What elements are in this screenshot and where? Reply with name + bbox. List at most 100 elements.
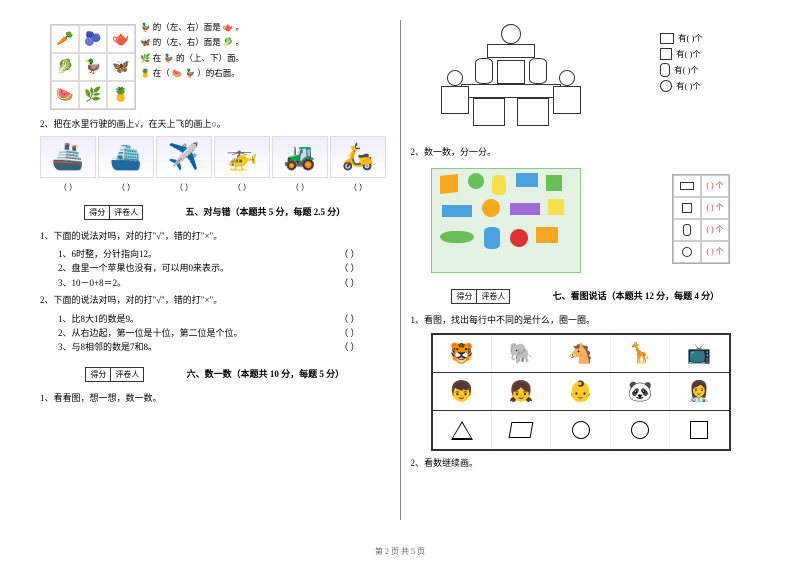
panda-icon: 🐼	[611, 373, 670, 410]
grid-cell: 🍍	[107, 81, 135, 109]
cube	[441, 86, 469, 114]
shape-row: 有( )个	[660, 78, 760, 94]
count-label: 有( )个	[676, 46, 701, 62]
grid-cell: 🍉	[51, 81, 79, 109]
cylinder-icon	[660, 63, 670, 77]
paren: （ ）	[339, 340, 359, 354]
s5-q2-item: 3、与8相邻的数是7和8。 （ ）	[58, 340, 390, 354]
shape-cuboid	[536, 227, 558, 243]
paren: （ ）	[339, 326, 359, 340]
animal-icon: 🐘	[492, 335, 551, 372]
sphere-icon	[673, 241, 701, 263]
item-text: 3、与8相邻的数是7和8。	[58, 342, 157, 352]
count-cell: ( ) 个	[701, 175, 729, 197]
vehicle-truck: 🚜	[272, 136, 328, 178]
sphere	[501, 24, 521, 44]
circle-shape	[611, 411, 670, 449]
person-icon: 👩‍⚕️	[670, 373, 728, 410]
shape-row: 有( )个	[660, 46, 760, 62]
section7-title: 七、看图说话（本题共 12 分，每题 4 分）	[553, 291, 720, 301]
page-container: 🥕 🫐 🫖 🥬 🦆 🦋 🍉 🌿 🍍 🦆 的（左、右）面是 🫖 。 🦋 的（左、右…	[0, 0, 800, 520]
section5-header: 得分 评卷人 五、对与错（本题共 5 分，每题 2.5 分）	[40, 205, 390, 224]
block-castle	[431, 24, 591, 134]
grid-line: 🍍 在（ 🍉 🦆 ）的右面。	[140, 66, 390, 81]
score-box: 得分 评卷人	[85, 367, 144, 382]
item-text: 1、比8大1的数是9。	[58, 314, 139, 324]
cube	[497, 60, 525, 84]
grid-cell: 🦆	[79, 53, 107, 81]
grid-cell: 🥬	[51, 53, 79, 81]
grid-cell: 🫐	[79, 25, 107, 53]
square-shape	[670, 411, 728, 449]
grid-text: 🦆 的（左、右）面是 🫖 。 🦋 的（左、右）面是 🥬 。 🌿 在 🦆 的（上、…	[140, 20, 390, 81]
cuboid	[461, 84, 561, 98]
s5-q1-item: 3、10－0+8＝2。（ ）	[58, 276, 390, 290]
paren: （ ）	[339, 312, 359, 326]
grid-cell: 🫖	[107, 25, 135, 53]
grid-line: 🌿 在 🦆 的（上、下）面。	[140, 51, 390, 66]
count-table: ( ) 个 ( ) 个 ( ) 个 ( ) 个	[672, 174, 730, 264]
s5-q1: 1、下面的说法对吗，对的打"√"，错的打"×"。	[40, 230, 390, 244]
animal-icon: 🐯	[433, 335, 492, 372]
grid-cell: 🥕	[51, 25, 79, 53]
sphere	[559, 70, 575, 86]
vehicle-label: （ ）	[214, 182, 270, 193]
triangle-shape	[433, 411, 492, 449]
circle-shape	[551, 411, 610, 449]
count-cell: ( ) 个	[701, 197, 729, 219]
shape-cube	[546, 175, 562, 191]
odd-one-table: 🐯 🐘 🐴 🦒 📺 👦 👧 👶 🐼 👩‍⚕️	[431, 333, 731, 451]
score-label: 得分	[452, 290, 477, 303]
shape-count-list: 有( )个 有( )个 有( )个 有( )个	[660, 30, 760, 95]
score-label: 得分	[85, 206, 110, 219]
section5-title: 五、对与错（本题共 5 分，每题 2.5 分）	[185, 207, 345, 217]
shape-cuboid	[442, 205, 472, 217]
s5-q2-item: 2、从右边起，第一位是十位，第二位是个位。（ ）	[58, 326, 390, 340]
vehicle-label: （ ）	[98, 182, 154, 193]
grid-cell: 🌿	[79, 81, 107, 109]
cuboid	[473, 98, 505, 126]
cuboid-icon	[660, 33, 674, 44]
paren: （ ）	[339, 261, 359, 275]
vehicle-row: 🚢 ⛴️ ✈️ 🚁 🚜 🛵	[40, 136, 390, 178]
score-box: 得分 评卷人	[451, 289, 510, 304]
shape-cuboid	[510, 203, 540, 215]
count-cell: ( ) 个	[701, 219, 729, 241]
colored-shapes-box	[431, 168, 581, 273]
animal-icon: 🦒	[611, 335, 670, 372]
cube-icon	[673, 197, 701, 219]
cube-icon	[660, 48, 672, 60]
grid-line: 🦆 的（左、右）面是 🫖 。	[140, 20, 390, 35]
shape-cube	[548, 199, 564, 215]
shape-sphere	[510, 229, 528, 247]
left-column: 🥕 🫐 🫖 🥬 🦆 🦋 🍉 🌿 🍍 🦆 的（左、右）面是 🫖 。 🦋 的（左、右…	[30, 20, 401, 520]
r-q2: 2、数一数，分一分。	[411, 146, 761, 160]
vehicle-heli: 🚁	[214, 136, 270, 178]
vehicle-label: （ ）	[40, 182, 96, 193]
animal-icon: 🐴	[551, 335, 610, 372]
shape-cylinder	[484, 227, 500, 249]
count-cell: ( ) 个	[701, 241, 729, 263]
count-label: 有( )个	[678, 30, 703, 46]
cuboid	[517, 98, 549, 126]
cylinder	[529, 58, 547, 84]
vehicle-ship: 🚢	[40, 136, 96, 178]
vehicle-plane: ✈️	[156, 136, 212, 178]
cylinder-icon	[673, 219, 701, 241]
cuboid-icon	[673, 175, 701, 197]
s7-q1: 1、看图，找出每行中不同的是什么，圈一圈。	[411, 314, 761, 328]
section7-header: 得分 评卷人 七、看图说话（本题共 12 分，每题 4 分）	[411, 289, 761, 308]
cube	[553, 86, 581, 114]
page-footer: 第 2 页 共 5 页	[0, 546, 800, 557]
s5-q1-item: 1、6时整，分针指向12。（ ）	[58, 247, 390, 261]
odd-row	[433, 411, 729, 449]
vehicle-label: （ ）	[272, 182, 328, 193]
vehicle-ferry: ⛴️	[98, 136, 154, 178]
shape-row: 有( )个	[660, 30, 760, 46]
item-text: 2、盘里一个苹果也没有，可以用0来表示。	[58, 263, 229, 273]
s5-q2-item: 1、比8大1的数是9。 （ ）	[58, 312, 390, 326]
section6-header: 得分 评卷人 六、数一数（本题共 10 分，每题 5 分）	[40, 367, 390, 386]
grid-line: 🦋 的（左、右）面是 🥬 。	[140, 35, 390, 50]
shape-sphere	[468, 173, 484, 189]
shape-cylinder	[492, 175, 506, 195]
